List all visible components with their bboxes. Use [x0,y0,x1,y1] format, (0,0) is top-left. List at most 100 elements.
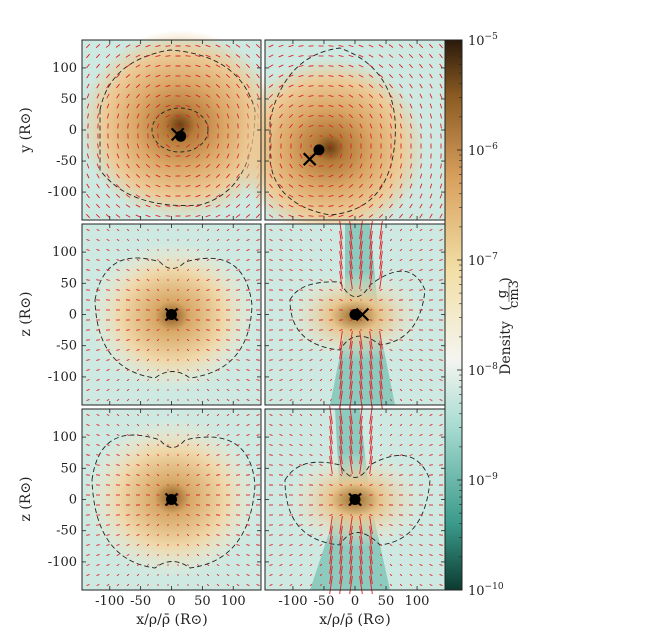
velocity-vector [96,289,100,291]
velocity-vector [369,425,373,445]
velocity-vector [195,164,201,168]
velocity-vector [227,123,229,129]
velocity-vector [156,299,160,301]
velocity-vector [379,563,383,567]
colorbar-tick-label: 10−7 [468,252,498,269]
velocity-vector [246,239,250,241]
velocity-vector [429,389,433,391]
velocity-vector [187,229,189,231]
velocity-vector [86,53,90,59]
particle-cross-marker [302,152,317,166]
velocity-vector [378,83,384,89]
velocity-vector [330,398,332,402]
velocity-vector [215,74,221,78]
velocity-vector [429,113,433,119]
velocity-vector [196,299,200,301]
velocity-vector [146,474,150,476]
velocity-vector [339,299,343,301]
velocity-vector [116,279,120,281]
velocity-vector [389,238,393,242]
velocity-vector [359,445,363,465]
velocity-vector [235,63,241,69]
velocity-vector [236,289,240,291]
velocity-vector [116,289,120,291]
velocity-vector [116,183,120,189]
velocity-vector [156,348,160,352]
velocity-vector [195,214,201,218]
velocity-vector [299,444,303,446]
velocity-vector [177,349,179,351]
velocity-vector [206,228,210,232]
velocity-vector [96,524,100,526]
velocity-vector [126,553,130,557]
x-tick-label: 50 [194,594,211,609]
velocity-vector [419,534,423,536]
velocity-vector [389,248,393,252]
velocity-vector [205,54,211,58]
velocity-vector [269,269,273,271]
velocity-vector [236,83,240,89]
particle-markers [164,127,370,507]
velocity-vector [185,205,191,207]
velocity-vector [429,228,433,232]
velocity-vector [399,248,403,252]
velocity-vector [319,543,323,547]
velocity-vector [419,173,423,179]
velocity-vector [299,524,303,526]
velocity-vector [256,464,260,466]
velocity-vector [206,279,210,281]
velocity-vector [255,43,261,49]
velocity-vector [339,445,343,465]
velocity-vector [319,524,323,526]
velocity-vector [350,513,352,517]
velocity-vector [236,388,240,392]
velocity-vector [368,214,374,218]
velocity-vector [399,514,403,516]
velocity-vector [145,64,151,68]
velocity-vector [309,368,313,372]
velocity-vector [136,563,140,567]
velocity-vector [278,214,284,218]
velocity-vector [126,329,130,331]
velocity-vector [319,258,323,262]
velocity-vector [360,319,362,321]
velocity-vector [167,328,169,332]
velocity-vector [319,563,323,567]
velocity-vector [236,93,240,99]
velocity-vector [299,289,303,291]
velocity-vector [399,173,403,179]
velocity-vector [299,369,303,371]
velocity-vector [278,74,284,78]
y-tick-label: 50 [60,461,77,476]
velocity-vector [206,423,210,427]
velocity-vector [409,544,413,546]
velocity-vector [96,444,100,446]
velocity-vector [195,74,201,78]
velocity-vector [216,349,220,351]
velocity-vector [115,54,121,58]
velocity-vector [95,203,101,209]
velocity-vector [329,278,333,282]
velocity-vector [155,64,161,68]
velocity-vector [419,554,423,556]
velocity-vector [155,45,161,47]
velocity-vector [278,103,284,109]
velocity-vector [196,563,200,567]
velocity-vector [329,299,333,301]
velocity-vector [329,425,333,445]
velocity-vector [235,204,241,208]
ylabel-top: y (R⊙) [18,107,34,154]
velocity-vector [135,54,141,58]
velocity-vector [359,270,363,290]
velocity-vector [116,339,120,341]
velocity-vector [389,453,393,457]
velocity-vector [379,360,383,380]
velocity-vector [339,425,343,445]
velocity-vector [86,454,90,456]
velocity-vector [269,399,273,401]
velocity-vector [429,554,433,556]
colorbar-tick-label: 10−8 [468,362,498,379]
velocity-vector [236,583,240,587]
velocity-vector [216,359,220,361]
x-tick-label: -100 [278,594,307,609]
